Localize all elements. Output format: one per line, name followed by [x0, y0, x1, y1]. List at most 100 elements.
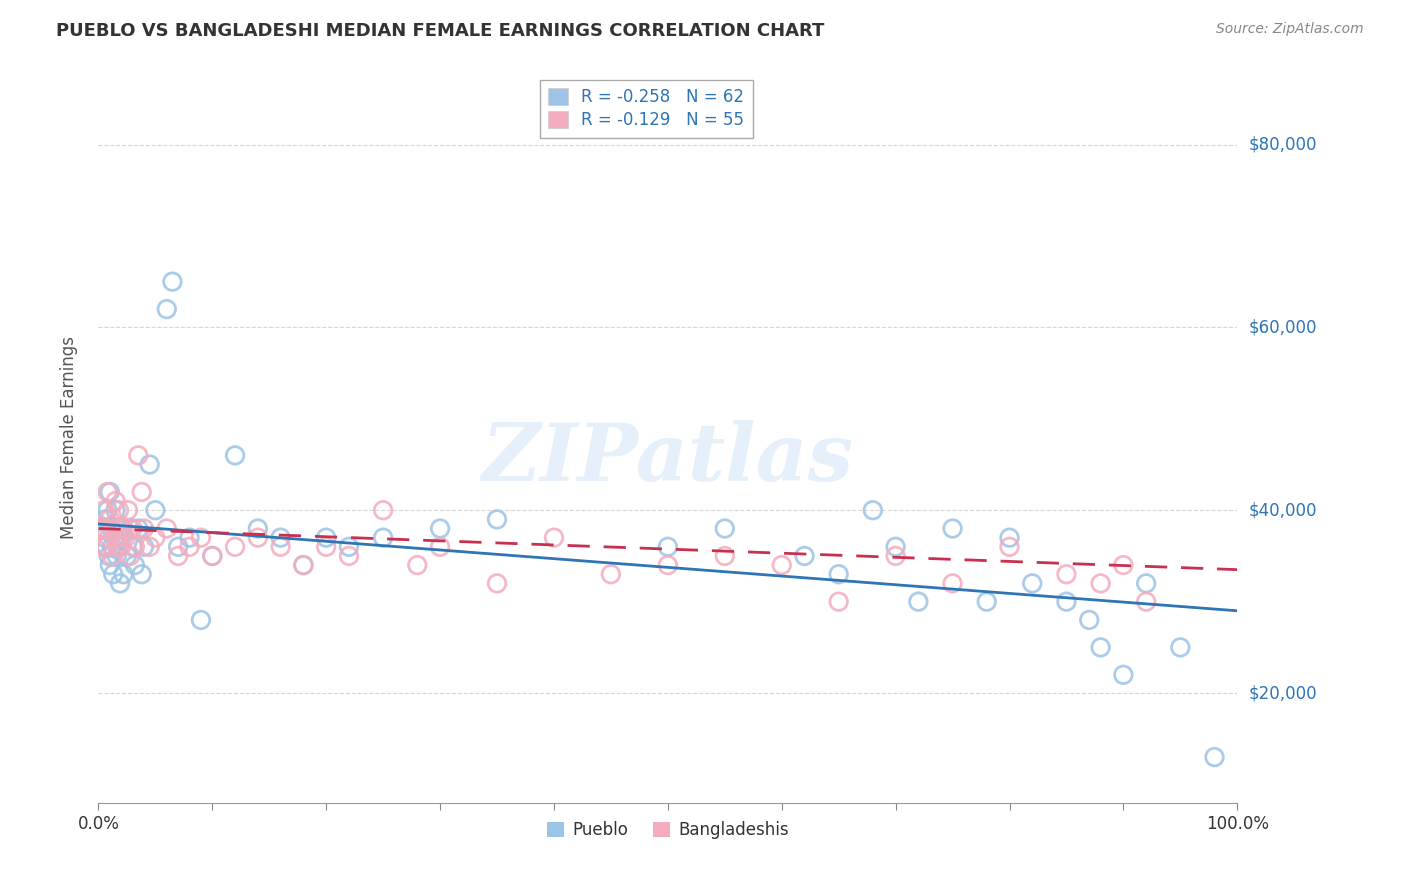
Point	[371, 531, 394, 545]
Point	[111, 531, 134, 545]
Point	[292, 558, 315, 573]
Point	[543, 531, 565, 545]
Point	[98, 484, 121, 499]
Point	[104, 494, 127, 508]
Point	[145, 531, 167, 545]
Point	[337, 540, 360, 554]
Point	[156, 521, 179, 535]
Y-axis label: Median Female Earnings: Median Female Earnings	[59, 335, 77, 539]
Point	[1078, 613, 1101, 627]
Point	[828, 594, 851, 608]
Point	[101, 549, 124, 563]
Point	[96, 484, 118, 499]
Point	[246, 521, 269, 535]
Point	[93, 531, 115, 545]
Point	[90, 521, 112, 535]
Point	[714, 549, 737, 563]
Point	[101, 540, 124, 554]
Point	[884, 549, 907, 563]
Point	[145, 503, 167, 517]
Point	[657, 558, 679, 573]
Point	[828, 567, 851, 582]
Point	[156, 301, 179, 317]
Text: $80,000: $80,000	[1249, 136, 1317, 153]
Point	[793, 549, 815, 563]
Point	[103, 521, 125, 535]
Text: $20,000: $20,000	[1249, 684, 1317, 702]
Point	[224, 448, 246, 462]
Point	[246, 531, 269, 545]
Point	[429, 521, 451, 535]
Point	[124, 540, 146, 554]
Point	[1090, 576, 1112, 591]
Point	[1204, 750, 1226, 764]
Point	[714, 521, 737, 535]
Text: $60,000: $60,000	[1249, 318, 1317, 336]
Point	[406, 558, 429, 573]
Point	[117, 503, 139, 517]
Point	[93, 503, 115, 517]
Point	[1170, 640, 1192, 655]
Point	[132, 521, 155, 535]
Text: $40,000: $40,000	[1249, 501, 1317, 519]
Point	[976, 594, 998, 608]
Point	[90, 521, 112, 535]
Point	[108, 521, 131, 535]
Point	[942, 521, 965, 535]
Point	[201, 549, 224, 563]
Point	[1135, 576, 1157, 591]
Point	[167, 540, 190, 554]
Point	[108, 503, 131, 517]
Point	[315, 540, 337, 554]
Point	[100, 521, 122, 535]
Point	[486, 576, 509, 591]
Point	[124, 558, 146, 573]
Text: PUEBLO VS BANGLADESHI MEDIAN FEMALE EARNINGS CORRELATION CHART: PUEBLO VS BANGLADESHI MEDIAN FEMALE EARN…	[56, 22, 824, 40]
Point	[112, 567, 135, 582]
Point	[120, 549, 142, 563]
Point	[1135, 594, 1157, 608]
Point	[121, 521, 143, 535]
Point	[167, 549, 190, 563]
Legend: Pueblo, Bangladeshis: Pueblo, Bangladeshis	[540, 814, 796, 846]
Point	[120, 521, 142, 535]
Point	[96, 540, 118, 554]
Point	[998, 540, 1021, 554]
Text: ZIPatlas: ZIPatlas	[482, 420, 853, 498]
Point	[292, 558, 315, 573]
Point	[270, 531, 292, 545]
Point	[1054, 594, 1078, 608]
Point	[103, 531, 125, 545]
Point	[138, 458, 160, 472]
Point	[942, 576, 965, 591]
Text: Source: ZipAtlas.com: Source: ZipAtlas.com	[1216, 22, 1364, 37]
Point	[224, 540, 246, 554]
Point	[884, 540, 907, 554]
Point	[108, 576, 131, 591]
Point	[115, 549, 138, 563]
Point	[98, 558, 121, 573]
Point	[486, 512, 509, 526]
Point	[107, 521, 129, 535]
Point	[127, 448, 149, 462]
Point	[96, 540, 118, 554]
Point	[907, 594, 929, 608]
Point	[862, 503, 884, 517]
Point	[97, 549, 120, 563]
Point	[132, 540, 155, 554]
Point	[657, 540, 679, 554]
Point	[1054, 567, 1078, 582]
Point	[107, 540, 129, 554]
Point	[201, 549, 224, 563]
Point	[770, 558, 793, 573]
Point	[1021, 576, 1043, 591]
Point	[127, 521, 149, 535]
Point	[337, 549, 360, 563]
Point	[94, 512, 117, 526]
Point	[270, 540, 292, 554]
Point	[1112, 558, 1135, 573]
Point	[1090, 640, 1112, 655]
Point	[110, 521, 132, 535]
Point	[131, 567, 153, 582]
Point	[105, 549, 128, 563]
